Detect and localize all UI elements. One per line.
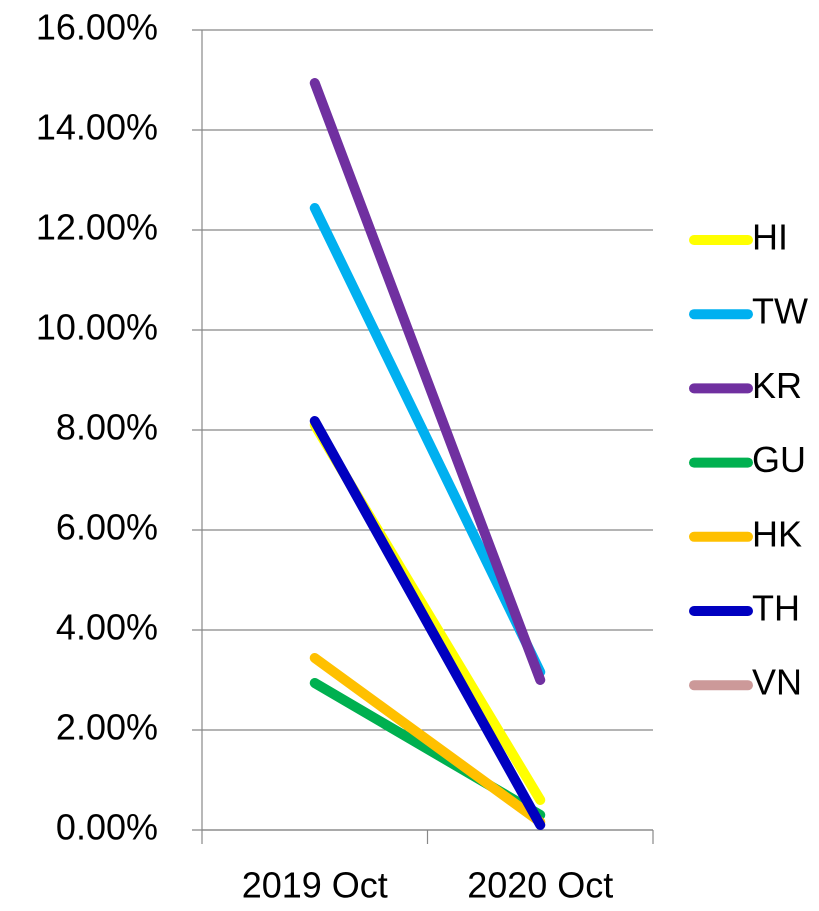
y-tick-label: 2.00% <box>56 707 158 748</box>
x-tick-label: 2019 Oct <box>242 865 388 906</box>
y-tick-label: 14.00% <box>36 107 158 148</box>
series-line <box>309 653 546 827</box>
y-tick-label: 8.00% <box>56 407 158 448</box>
legend-label: VN <box>752 662 802 703</box>
y-tick-label: 10.00% <box>36 307 158 348</box>
y-tick-label: 0.00% <box>56 807 158 848</box>
legend-label: TW <box>752 291 808 332</box>
x-tick-label: 2020 Oct <box>467 865 613 906</box>
series-line <box>309 416 546 830</box>
legend-label: HI <box>752 217 788 258</box>
y-tick-label: 4.00% <box>56 607 158 648</box>
legend-label: HK <box>752 513 802 554</box>
series-line <box>309 78 546 685</box>
y-tick-label: 12.00% <box>36 207 158 248</box>
legend-label: TH <box>752 588 800 629</box>
legend-label: KR <box>752 365 802 406</box>
series-line <box>309 203 546 677</box>
y-tick-label: 16.00% <box>36 7 158 48</box>
legend-label: GU <box>752 439 806 480</box>
y-tick-label: 6.00% <box>56 507 158 548</box>
